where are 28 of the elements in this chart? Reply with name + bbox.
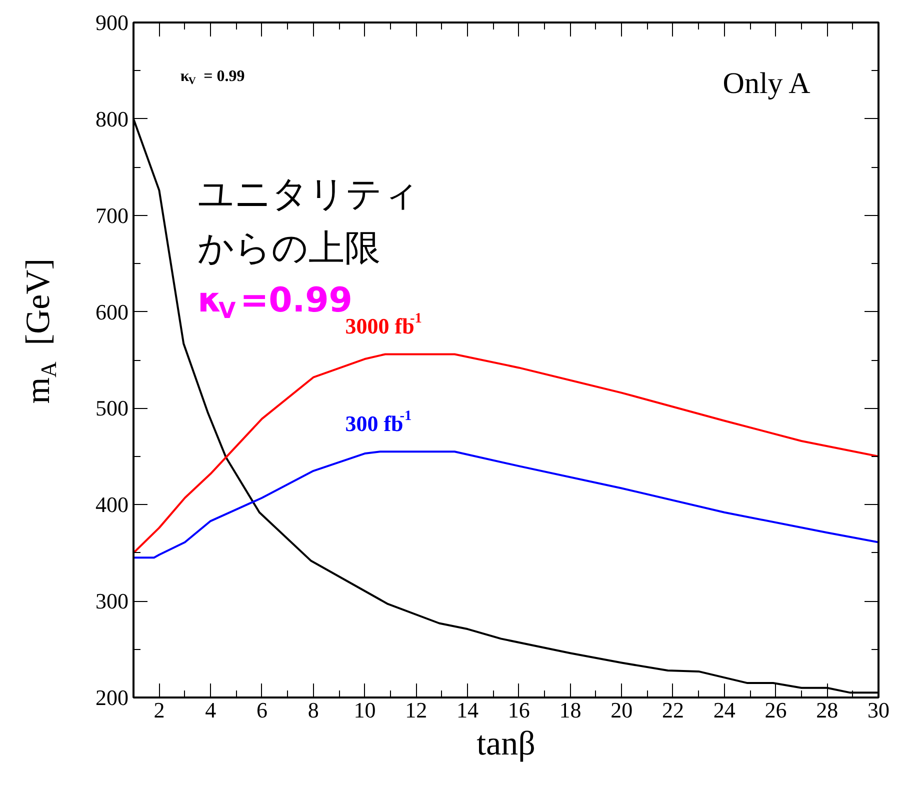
x-tick-label: 14 bbox=[456, 698, 478, 722]
y-tick-label: 800 bbox=[96, 106, 128, 132]
x-axis-title: tanβ bbox=[476, 726, 536, 762]
x-tick-label: 24 bbox=[713, 698, 736, 722]
x-tick-label: 22 bbox=[662, 698, 684, 722]
y-tick-label: 900 bbox=[96, 10, 128, 35]
y-tick-label: 600 bbox=[96, 299, 128, 324]
x-tick-label: 26 bbox=[764, 698, 787, 722]
x-tick-label: 2 bbox=[154, 698, 165, 722]
x-tick-label: 18 bbox=[559, 698, 582, 722]
y-tick-label: 700 bbox=[96, 202, 128, 228]
y-tick-label: 300 bbox=[96, 588, 128, 614]
x-tick-label: 28 bbox=[816, 698, 838, 722]
annotation: ユニタリティ bbox=[198, 174, 420, 216]
y-tick-label: 400 bbox=[96, 492, 128, 518]
x-tick-label: 4 bbox=[205, 698, 216, 722]
x-tick-label: 8 bbox=[308, 698, 319, 722]
x-tick-label: 12 bbox=[405, 698, 428, 722]
y-tick-label: 200 bbox=[96, 685, 128, 710]
x-tick-label: 30 bbox=[868, 698, 890, 722]
y-axis-title: mA [GeV] bbox=[20, 258, 62, 404]
x-tick-label: 16 bbox=[508, 698, 530, 722]
x-tick-label: 20 bbox=[610, 698, 633, 722]
x-tick-label: 6 bbox=[256, 698, 268, 722]
annotation: からの上限 bbox=[198, 228, 381, 270]
annotation: Only A bbox=[722, 66, 811, 100]
x-tick-label: 10 bbox=[354, 698, 376, 722]
y-tick-label: 500 bbox=[96, 396, 128, 421]
